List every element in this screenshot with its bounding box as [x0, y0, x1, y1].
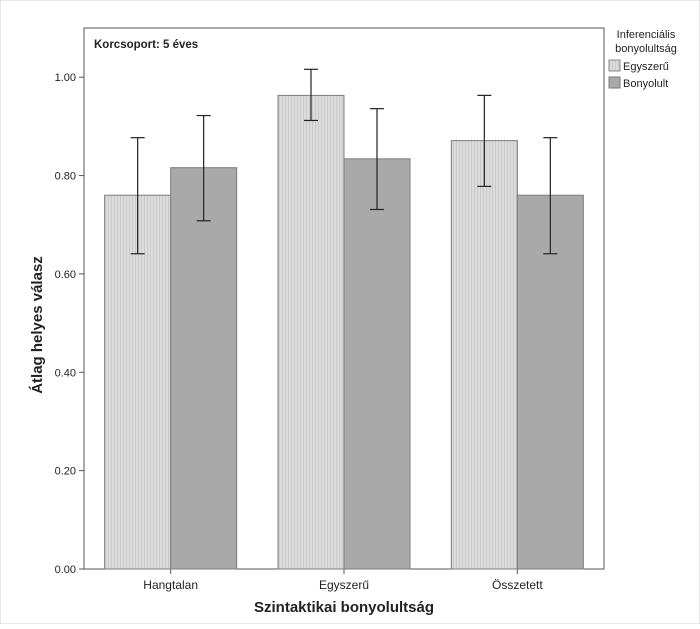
- plot-area: 0.00 0.20 0.40 0.60 0.80 1.00 Hangtalan Egyszer…: [55, 27, 605, 592]
- legend-swatch-bonyolult: [608, 76, 621, 89]
- legend-label-egyszeru: Egyszerű: [623, 61, 669, 73]
- y-tick-label-3: 0.60: [55, 269, 76, 281]
- annotation-label: Korcsoport: 5 éves: [94, 39, 198, 51]
- x-tick-label-2: Összetett: [492, 578, 543, 592]
- x-tick-label-0: Hangtalan: [143, 578, 198, 592]
- y-tick-label-2: 0.40: [55, 367, 76, 379]
- y-tick-label-0: 0.00: [55, 564, 76, 576]
- legend-label-bonyolult: Bonyolult: [623, 78, 668, 90]
- legend: Inferenciális bonyolultság Egyszerű Bony…: [608, 29, 677, 90]
- x-axis-title: Szintaktikai bonyolultság: [254, 599, 434, 616]
- bar-0-0: [104, 194, 172, 570]
- legend-swatch-egyszeru: [608, 59, 621, 72]
- bar-1-2: [516, 194, 584, 570]
- x-tick-label-1: Egyszerű: [319, 578, 369, 592]
- y-tick-label-1: 0.20: [55, 466, 76, 478]
- legend-title-line-2: bonyolultság: [615, 43, 677, 55]
- y-tick-label-4: 0.80: [55, 171, 76, 183]
- y-axis-title: Átlag helyes válasz: [29, 256, 46, 394]
- legend-title-line-1: Inferenciális: [617, 29, 676, 41]
- bar-0-1: [277, 94, 345, 570]
- y-tick-label-5: 1.00: [55, 72, 76, 84]
- bar-1-0: [170, 167, 238, 570]
- bar-1-1: [343, 158, 411, 570]
- bar-0-2: [450, 140, 518, 570]
